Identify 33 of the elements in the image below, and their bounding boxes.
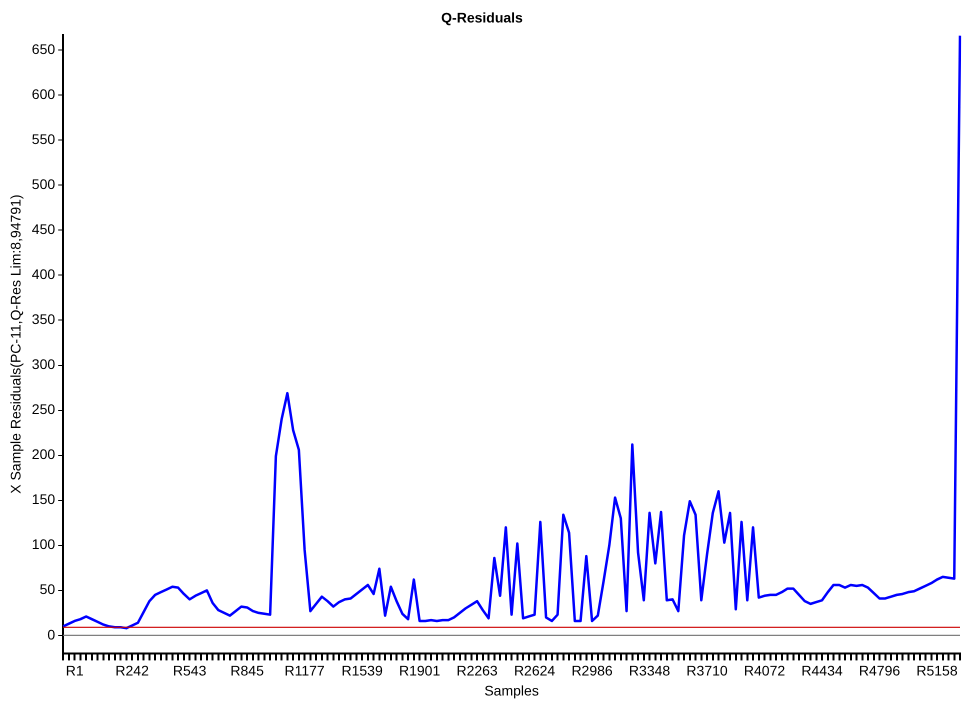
x-tick-label: R1539 <box>341 662 383 679</box>
x-axis-title: Samples <box>484 682 539 698</box>
x-tick-label: R845 <box>230 662 264 679</box>
x-tick-label: R242 <box>115 662 150 679</box>
x-tick-label: R1177 <box>284 662 325 679</box>
y-axis-title: X Sample Residuals(PC-11,Q-Res Lim:8,94791) <box>7 194 24 494</box>
x-tick-label: R2986 <box>571 662 613 679</box>
x-tick-label: R4072 <box>744 662 786 679</box>
x-tick-label: R1901 <box>398 662 440 679</box>
x-tick-label: R2263 <box>456 662 498 679</box>
y-tick-label: 150 <box>32 491 56 508</box>
y-tick-label: 600 <box>32 86 56 102</box>
y-tick-label: 450 <box>32 221 56 238</box>
y-tick-label: 100 <box>32 536 56 552</box>
x-tick-label: R4796 <box>858 662 900 679</box>
y-tick-label: 500 <box>32 176 56 192</box>
y-tick-label: 350 <box>32 311 56 328</box>
x-tick-label: R4434 <box>801 662 843 679</box>
y-tick-label: 400 <box>32 266 56 282</box>
x-tick-label: R5158 <box>916 662 958 679</box>
x-tick-label: R3348 <box>628 662 670 679</box>
y-tick-label: 300 <box>32 356 56 372</box>
y-tick-label: 650 <box>32 40 56 57</box>
chart-title: Q-Residuals <box>441 9 524 26</box>
y-tick-label: 50 <box>40 581 56 598</box>
y-tick-label: 0 <box>47 626 56 642</box>
x-tick-label: R1 <box>66 662 84 679</box>
y-tick-label: 250 <box>32 401 56 418</box>
y-tick-label: 200 <box>32 446 56 462</box>
x-tick-label: R2624 <box>514 662 556 679</box>
y-tick-label: 550 <box>32 131 56 148</box>
x-tick-label: R3710 <box>686 662 728 679</box>
x-tick-label: R543 <box>172 662 207 679</box>
